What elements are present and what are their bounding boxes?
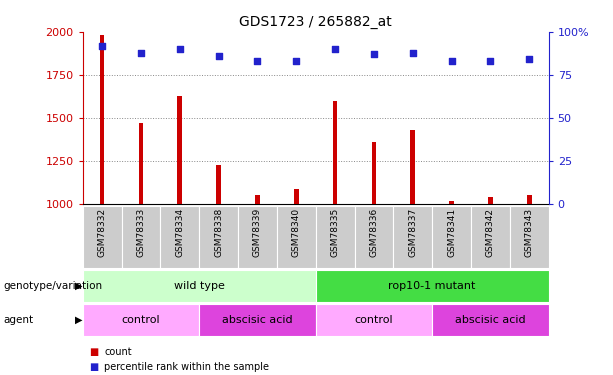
Point [214, 53, 224, 59]
Point [408, 50, 417, 55]
Bar [316, 206, 354, 268]
Bar [121, 206, 161, 268]
Point [524, 57, 534, 63]
Bar [100, 35, 104, 204]
Text: GSM78337: GSM78337 [408, 208, 417, 257]
Bar [411, 130, 415, 204]
Text: percentile rank within the sample: percentile rank within the sample [104, 362, 269, 372]
Bar [83, 206, 121, 268]
Text: GSM78332: GSM78332 [97, 208, 107, 257]
Text: rop10-1 mutant: rop10-1 mutant [389, 281, 476, 291]
Bar [199, 304, 316, 336]
Text: abscisic acid: abscisic acid [455, 315, 526, 325]
Bar [199, 206, 238, 268]
Bar [216, 165, 221, 204]
Bar [471, 206, 510, 268]
Text: count: count [104, 347, 132, 357]
Bar [510, 206, 549, 268]
Text: abscisic acid: abscisic acid [222, 315, 293, 325]
Bar [139, 123, 143, 204]
Bar [449, 201, 454, 204]
Text: GSM78334: GSM78334 [175, 208, 185, 257]
Point [97, 43, 107, 49]
Bar [432, 304, 549, 336]
Point [330, 46, 340, 52]
Text: control: control [354, 315, 394, 325]
Bar [488, 198, 493, 204]
Text: GSM78335: GSM78335 [330, 208, 340, 257]
Point [485, 58, 495, 64]
Bar [83, 304, 199, 336]
Bar [83, 270, 316, 302]
Text: ▶: ▶ [75, 315, 82, 325]
Text: agent: agent [3, 315, 33, 325]
Bar [294, 189, 299, 204]
Point [136, 50, 146, 55]
Bar [333, 101, 337, 204]
Point [447, 58, 457, 64]
Text: GSM78343: GSM78343 [525, 208, 534, 257]
Text: genotype/variation: genotype/variation [3, 281, 102, 291]
Bar [255, 195, 260, 204]
Bar [316, 304, 432, 336]
Point [291, 58, 301, 64]
Text: wild type: wild type [174, 281, 224, 291]
Bar [354, 206, 394, 268]
Title: GDS1723 / 265882_at: GDS1723 / 265882_at [239, 15, 392, 30]
Text: GSM78338: GSM78338 [214, 208, 223, 257]
Bar [277, 206, 316, 268]
Text: GSM78339: GSM78339 [253, 208, 262, 257]
Bar [371, 142, 376, 204]
Bar [432, 206, 471, 268]
Text: GSM78333: GSM78333 [137, 208, 145, 257]
Text: ■: ■ [89, 362, 98, 372]
Point [369, 51, 379, 57]
Text: control: control [121, 315, 161, 325]
Text: ■: ■ [89, 347, 98, 357]
Bar [238, 206, 277, 268]
Text: GSM78336: GSM78336 [370, 208, 378, 257]
Point [253, 58, 262, 64]
Bar [527, 195, 531, 204]
Text: GSM78342: GSM78342 [486, 208, 495, 257]
Point [175, 46, 185, 52]
Text: ▶: ▶ [75, 281, 82, 291]
Bar [178, 96, 182, 204]
Bar [316, 270, 549, 302]
Bar [394, 206, 432, 268]
Bar [161, 206, 199, 268]
Text: GSM78341: GSM78341 [447, 208, 456, 257]
Text: GSM78340: GSM78340 [292, 208, 301, 257]
